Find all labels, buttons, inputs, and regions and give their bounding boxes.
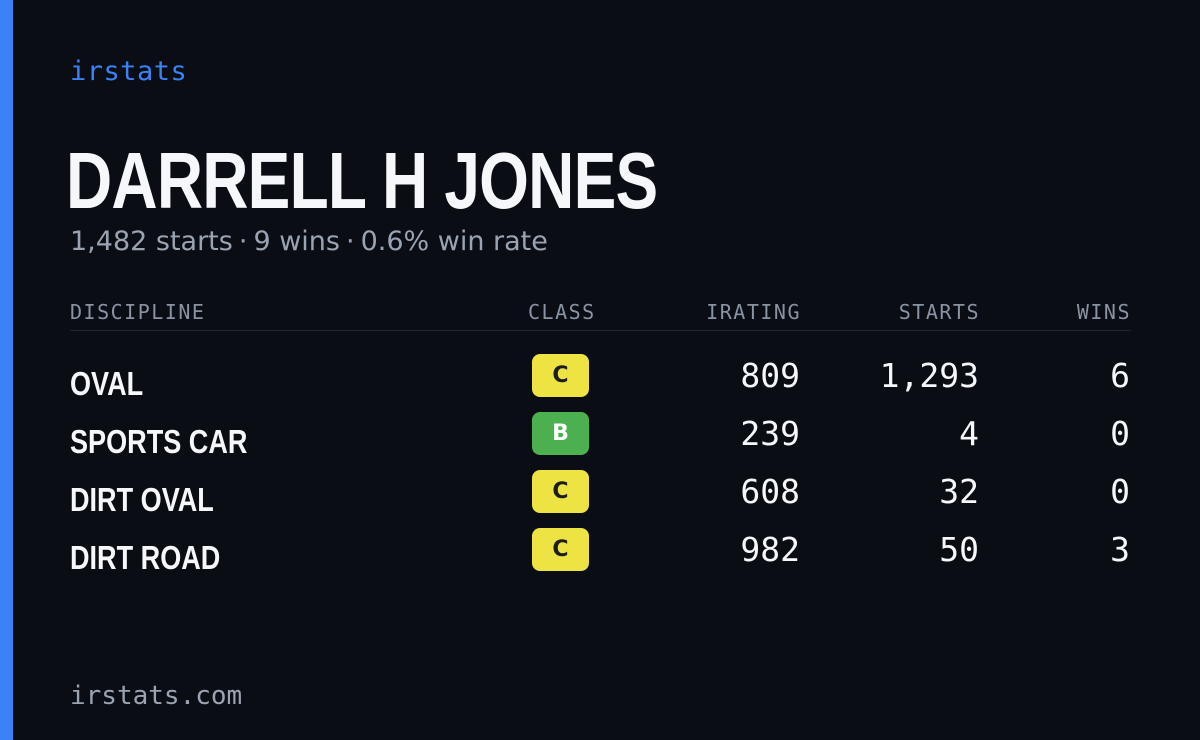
starts-value: 1,293	[879, 356, 979, 395]
class-badge: C	[532, 470, 589, 513]
irating-value: 809	[740, 356, 800, 395]
table-row: DIRT OVAL C 608 32 0	[70, 470, 1131, 526]
starts-value: 50	[939, 530, 979, 569]
discipline-label: SPORTS CAR	[70, 423, 248, 460]
table-header: DISCIPLINE CLASS IRATING STARTS WINS	[70, 300, 1131, 331]
discipline-label: DIRT ROAD	[70, 539, 221, 576]
driver-summary: 1,482 starts · 9 wins · 0.6% win rate	[70, 226, 548, 257]
wins-value: 0	[1110, 414, 1130, 453]
accent-bar	[0, 0, 13, 740]
wins-total: 9 wins	[253, 226, 340, 257]
table-row: OVAL C 809 1,293 6	[70, 354, 1131, 410]
header-wins: WINS	[1076, 300, 1131, 324]
table-row: DIRT ROAD C 982 50 3	[70, 528, 1131, 584]
class-badge: C	[532, 354, 589, 397]
irating-value: 982	[740, 530, 800, 569]
irating-value: 608	[740, 472, 800, 511]
brand-logo: irstats	[70, 56, 188, 87]
discipline-label: DIRT OVAL	[70, 481, 214, 518]
wins-value: 6	[1110, 356, 1130, 395]
header-irating: IRATING	[706, 300, 801, 324]
starts-total: 1,482 starts	[70, 226, 233, 257]
class-badge: B	[532, 412, 589, 455]
separator-dot: ·	[345, 226, 355, 257]
footer-domain: irstats.com	[70, 681, 243, 711]
class-badge: C	[532, 528, 589, 571]
header-starts: STARTS	[898, 300, 980, 324]
driver-name: DARRELL H JONES	[66, 136, 658, 225]
header-class: CLASS	[528, 300, 596, 324]
wins-value: 3	[1110, 530, 1130, 569]
discipline-label: OVAL	[70, 365, 144, 402]
table-row: SPORTS CAR B 239 4 0	[70, 412, 1131, 468]
starts-value: 4	[959, 414, 979, 453]
starts-value: 32	[939, 472, 979, 511]
wins-value: 0	[1110, 472, 1130, 511]
header-discipline: DISCIPLINE	[70, 300, 206, 324]
irating-value: 239	[740, 414, 800, 453]
win-rate: 0.6% win rate	[360, 226, 548, 257]
separator-dot: ·	[238, 226, 248, 257]
